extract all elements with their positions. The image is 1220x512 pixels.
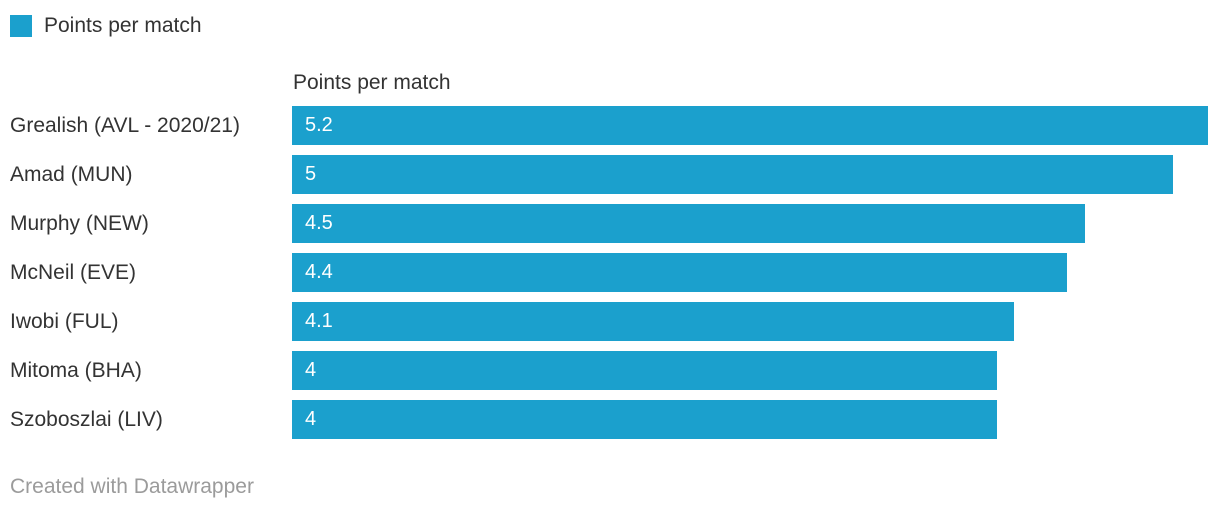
row-label: Mitoma (BHA) (10, 358, 142, 382)
bar-value-label: 4.1 (305, 310, 333, 332)
bar-value-label: 4 (305, 359, 317, 381)
attribution-link[interactable]: Created with Datawrapper (10, 475, 254, 498)
chart-row: Murphy (NEW) 4.5 (0, 204, 1220, 243)
bar: 4.4 (292, 253, 1067, 292)
chart-row: Iwobi (FUL) 4.1 (0, 302, 1220, 341)
legend-swatch-icon (10, 15, 32, 37)
bar: 4.5 (292, 204, 1085, 243)
chart-row: Grealish (AVL - 2020/21) 5.2 (0, 106, 1220, 145)
chart-row: Szoboszlai (LIV) 4 (0, 400, 1220, 439)
row-label: Szoboszlai (LIV) (10, 407, 163, 431)
chart-row: Mitoma (BHA) 4 (0, 351, 1220, 390)
row-label: Amad (MUN) (10, 162, 133, 186)
legend: Points per match (10, 14, 202, 38)
column-header: Points per match (293, 71, 451, 94)
row-label: Grealish (AVL - 2020/21) (10, 113, 240, 137)
chart-row: Amad (MUN) 5 (0, 155, 1220, 194)
chart-row: McNeil (EVE) 4.4 (0, 253, 1220, 292)
row-label: McNeil (EVE) (10, 260, 137, 284)
chart-rows: Grealish (AVL - 2020/21) 5.2 Amad (MUN) … (0, 106, 1220, 449)
row-label: Iwobi (FUL) (10, 309, 119, 333)
bar-value-label: 4 (305, 408, 317, 430)
bar-value-label: 4.5 (305, 212, 333, 234)
bar-value-label: 5.2 (305, 114, 333, 136)
row-label: Murphy (NEW) (10, 211, 149, 235)
bar: 4.1 (292, 302, 1014, 341)
legend-label: Points per match (44, 14, 202, 37)
bar: 5.2 (292, 106, 1208, 145)
bar-value-label: 4.4 (305, 261, 333, 283)
bar: 4 (292, 351, 997, 390)
bar-value-label: 5 (305, 163, 317, 185)
bar: 5 (292, 155, 1173, 194)
bar: 4 (292, 400, 997, 439)
